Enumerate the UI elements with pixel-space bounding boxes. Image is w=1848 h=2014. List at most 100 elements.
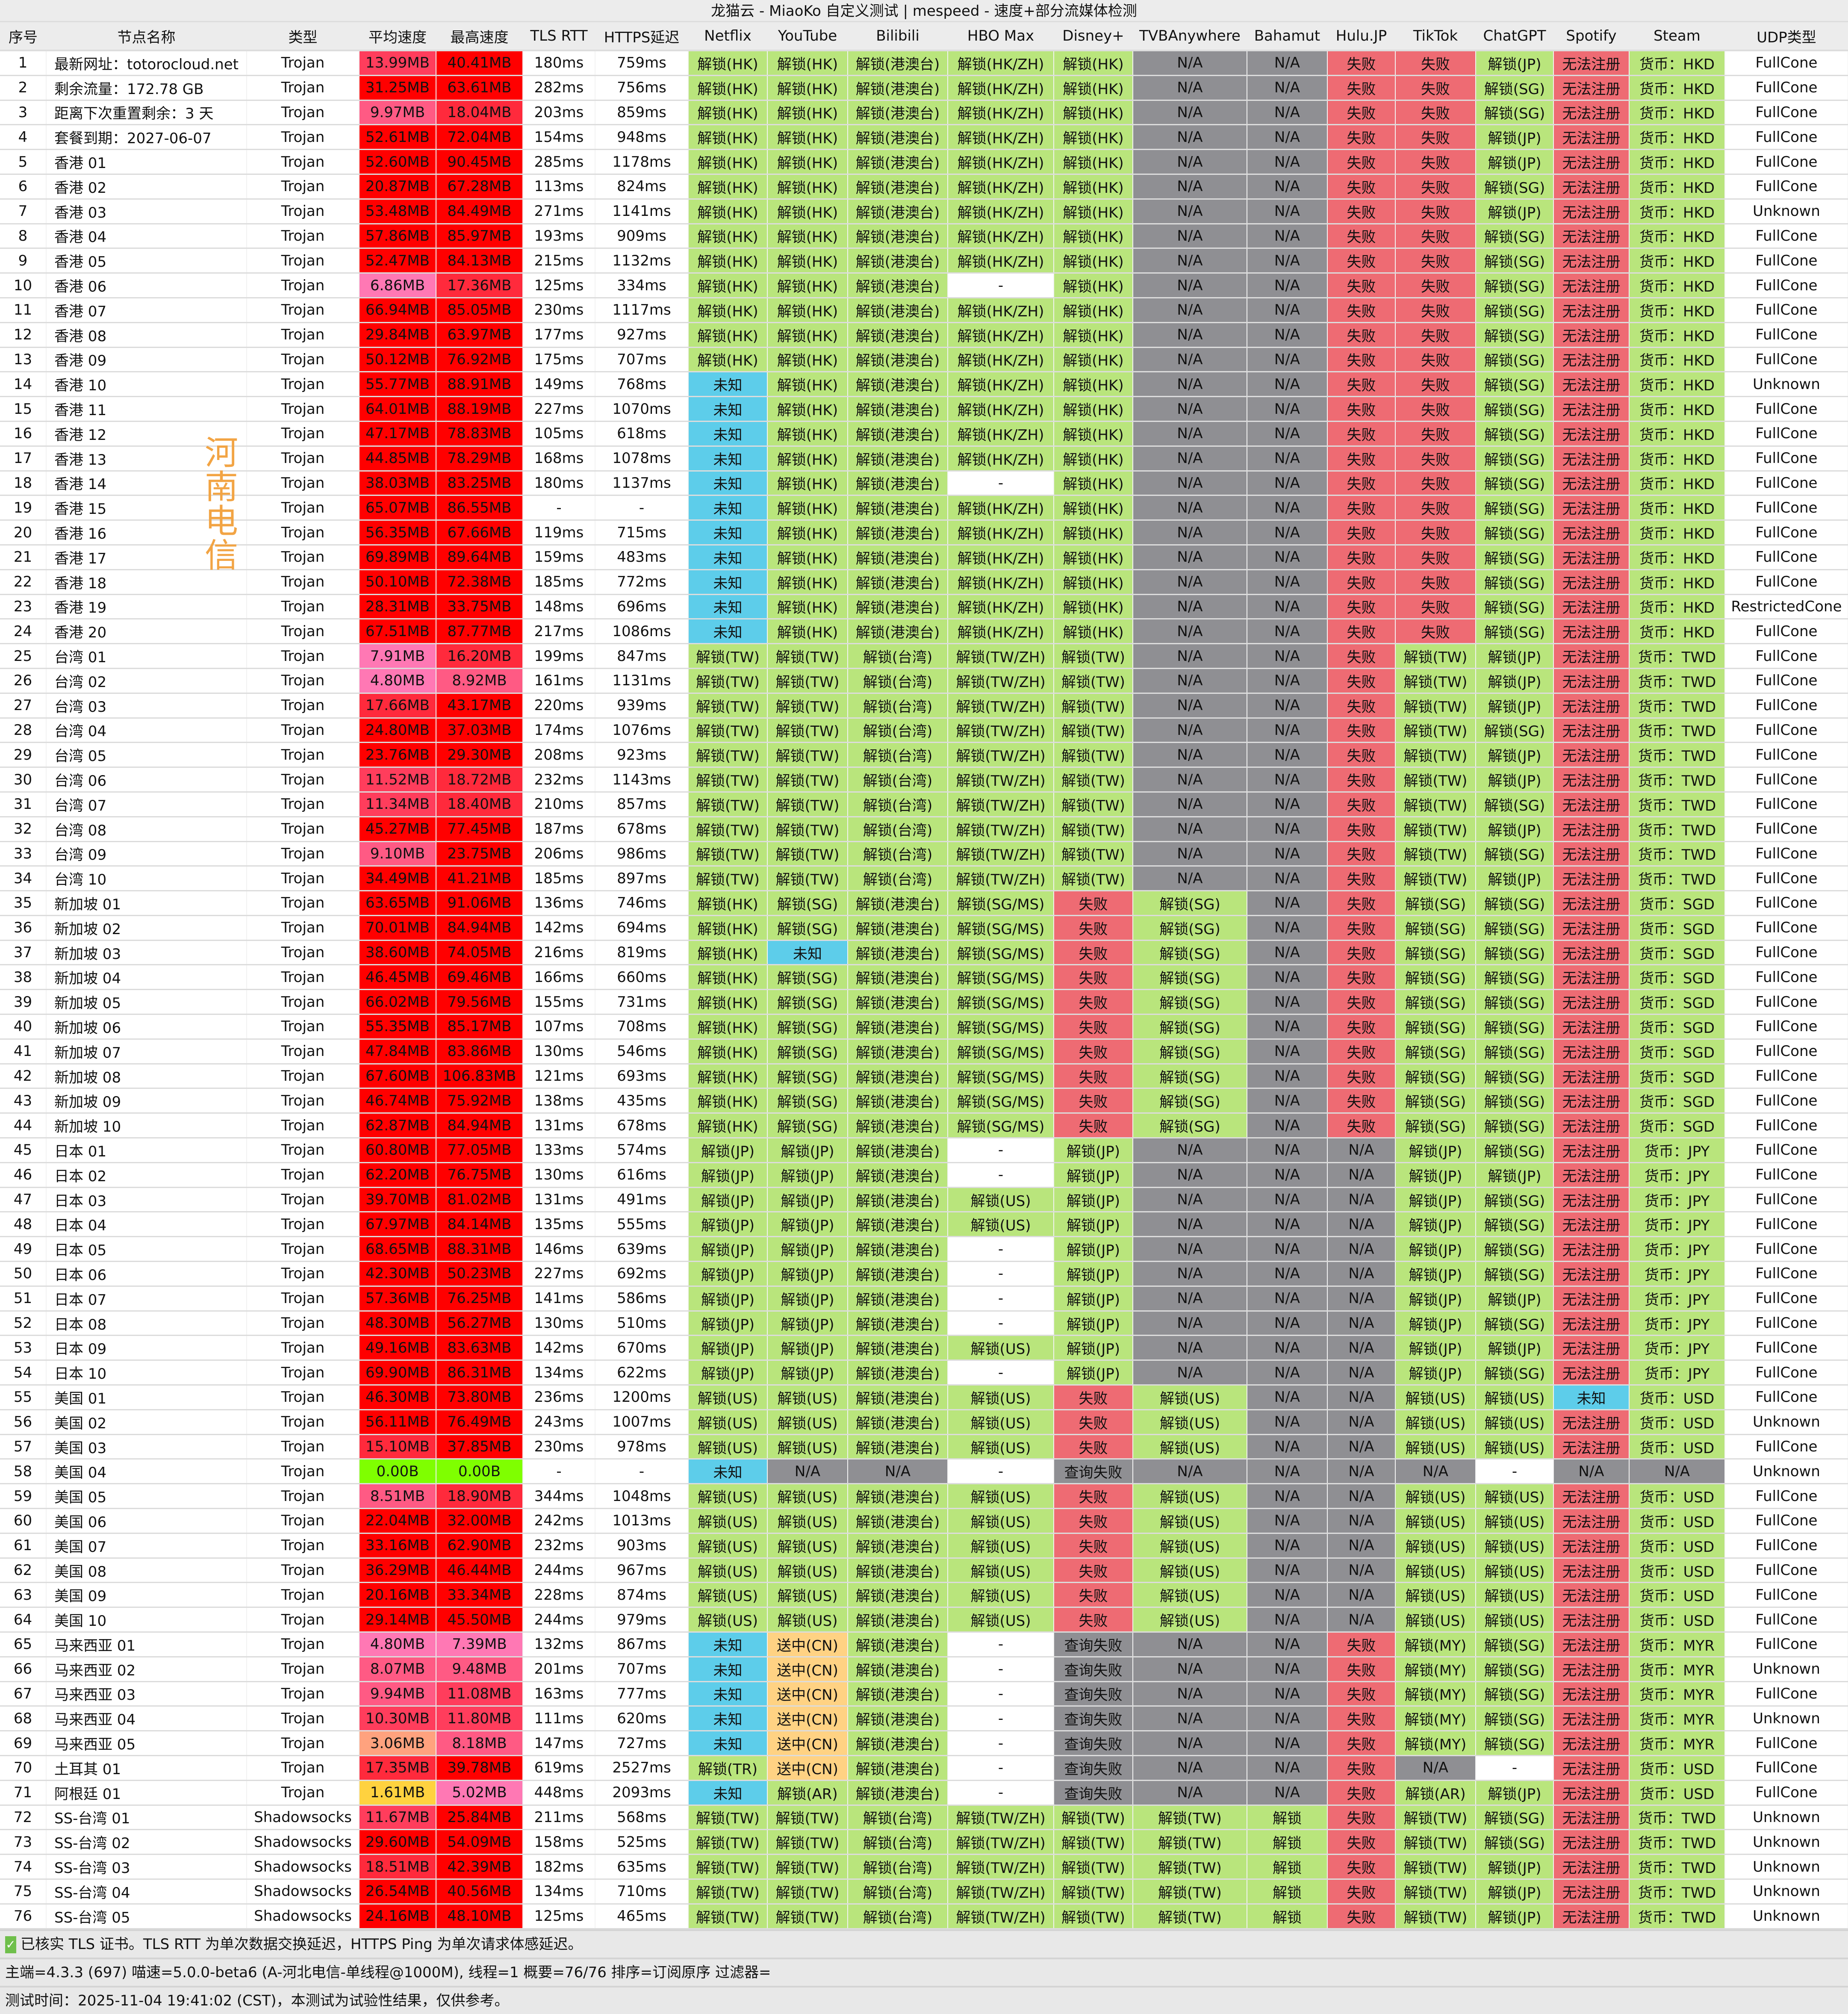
- cell-tls-rtt: 215ms: [523, 248, 595, 274]
- cell-spotify: 无法注册: [1553, 149, 1630, 175]
- cell-tls-rtt: 159ms: [523, 545, 595, 570]
- cell-https-latency: 546ms: [595, 1039, 689, 1065]
- cell-udp-type: FullCone: [1725, 1434, 1848, 1460]
- cell-youtube: 解锁(HK): [767, 100, 848, 126]
- cell-seq: 44: [0, 1113, 47, 1139]
- cell-spotify: 无法注册: [1553, 1558, 1630, 1583]
- cell-netflix: 解锁(US): [688, 1483, 768, 1510]
- cell-udp-type: FullCone: [1725, 891, 1848, 916]
- cell-tls-rtt: 132ms: [523, 1632, 595, 1657]
- cell-hulu-jp: N/A: [1327, 1162, 1396, 1188]
- cell-seq: 14: [0, 372, 47, 398]
- cell-hbo-max: -: [948, 1657, 1054, 1682]
- cell-type: Trojan: [247, 594, 360, 620]
- cell-bahamut: N/A: [1247, 989, 1328, 1015]
- cell-spotify: 无法注册: [1553, 224, 1630, 249]
- cell-avg-speed: 66.94MB: [359, 298, 436, 323]
- cell-seq: 16: [0, 421, 47, 447]
- cell-tiktok: 解锁(US): [1395, 1558, 1476, 1583]
- cell-youtube: 解锁(JP): [767, 1335, 848, 1361]
- cell-tls-rtt: 206ms: [523, 841, 595, 867]
- cell-bilibili: 解锁(台湾): [848, 866, 948, 892]
- cell-https-latency: 756ms: [595, 75, 689, 101]
- table-row: 76 SS-台湾 05 Shadowsocks 24.16MB 48.10MB 125ms…: [0, 1904, 1848, 1929]
- cell-disney-plus: 失败: [1054, 1113, 1133, 1139]
- cell-bahamut: N/A: [1247, 1360, 1328, 1386]
- cell-node-name: SS-台湾 04: [46, 1879, 247, 1905]
- cell-https-latency: 707ms: [595, 1657, 689, 1682]
- cell-tiktok: 解锁(JP): [1395, 1187, 1476, 1213]
- cell-bilibili: 解锁(台湾): [848, 817, 948, 842]
- table-row: 4 套餐到期：2027-06-07 Trojan 52.61MB 72.04MB 154m…: [0, 124, 1848, 150]
- cell-bilibili: 解锁(港澳台): [848, 1681, 948, 1707]
- cell-tiktok: 解锁(JP): [1395, 1286, 1476, 1312]
- table-row: 32 台湾 08 Trojan 45.27MB 77.45MB 187ms 678ms 解锁(…: [0, 817, 1848, 842]
- cell-steam: 货币：HKD: [1629, 199, 1725, 224]
- cell-bahamut: N/A: [1247, 1064, 1328, 1089]
- cell-tiktok: 解锁(MY): [1395, 1681, 1476, 1707]
- cell-tiktok: 解锁(MY): [1395, 1731, 1476, 1756]
- cell-tvbanywhere: N/A: [1133, 174, 1247, 200]
- cell-chatgpt: 解锁(SG): [1476, 1187, 1554, 1213]
- cell-disney-plus: 查询失败: [1054, 1681, 1133, 1707]
- cell-bahamut: N/A: [1247, 1138, 1328, 1163]
- cell-netflix: 解锁(US): [688, 1607, 768, 1633]
- cell-type: Trojan: [247, 1706, 360, 1732]
- cell-youtube: 送中(CN): [767, 1755, 848, 1781]
- cell-seq: 17: [0, 446, 47, 472]
- cell-steam: 货币：JPY: [1629, 1286, 1725, 1312]
- cell-youtube: 未知: [767, 940, 848, 966]
- cell-udp-type: FullCone: [1725, 1311, 1848, 1336]
- cell-netflix: 未知: [688, 569, 768, 595]
- cell-disney-plus: 解锁(HK): [1054, 50, 1133, 76]
- cell-hulu-jp: 失败: [1327, 347, 1396, 373]
- cell-tvbanywhere: 解锁(US): [1133, 1508, 1247, 1534]
- cell-tiktok: 解锁(TW): [1395, 718, 1476, 743]
- cell-tvbanywhere: N/A: [1133, 1311, 1247, 1336]
- cell-node-name: 香港 08: [46, 322, 247, 348]
- cell-disney-plus: 失败: [1054, 1410, 1133, 1435]
- cell-seq: 76: [0, 1904, 47, 1929]
- cell-steam: 货币：TWD: [1629, 1829, 1725, 1855]
- cell-hulu-jp: N/A: [1327, 1483, 1396, 1510]
- cell-chatgpt: 解锁(JP): [1476, 1904, 1554, 1929]
- cell-tls-rtt: -: [523, 1459, 595, 1485]
- cell-type: Trojan: [247, 1014, 360, 1040]
- cell-avg-speed: 47.17MB: [359, 421, 436, 447]
- check-icon: ✓: [5, 1936, 16, 1954]
- region-label-overlay: 河南电信: [204, 436, 239, 573]
- cell-https-latency: 1013ms: [595, 1508, 689, 1534]
- cell-youtube: 解锁(HK): [767, 50, 848, 76]
- header-node-name: 节点名称: [46, 22, 247, 51]
- cell-bahamut: N/A: [1247, 866, 1328, 892]
- cell-hulu-jp: N/A: [1327, 1582, 1396, 1608]
- cell-type: Trojan: [247, 1632, 360, 1657]
- cell-type: Trojan: [247, 817, 360, 842]
- cell-https-latency: 334ms: [595, 273, 689, 298]
- cell-hbo-max: 解锁(US): [948, 1212, 1054, 1238]
- cell-youtube: 解锁(HK): [767, 224, 848, 249]
- cell-hulu-jp: 失败: [1327, 1113, 1396, 1139]
- cell-udp-type: FullCone: [1725, 693, 1848, 719]
- cell-https-latency: 1007ms: [595, 1410, 689, 1435]
- cell-steam: 货币：HKD: [1629, 372, 1725, 398]
- cell-disney-plus: 失败: [1054, 964, 1133, 991]
- table-row: 61 美国 07 Trojan 33.16MB 62.90MB 232ms 903ms 解锁(…: [0, 1533, 1848, 1559]
- cell-tls-rtt: 111ms: [523, 1706, 595, 1732]
- cell-bilibili: 解锁(港澳台): [848, 520, 948, 546]
- cell-node-name: 美国 09: [46, 1582, 247, 1608]
- cell-type: Shadowsocks: [247, 1854, 360, 1880]
- cell-https-latency: 2093ms: [595, 1780, 689, 1806]
- cell-bilibili: 解锁(台湾): [848, 1829, 948, 1855]
- cell-udp-type: FullCone: [1725, 866, 1848, 892]
- cell-avg-speed: 8.51MB: [359, 1483, 436, 1510]
- table-row: 16 香港 12 Trojan 47.17MB 78.83MB 105ms 618ms 未知解…: [0, 421, 1848, 447]
- cell-avg-speed: 56.11MB: [359, 1410, 436, 1435]
- cell-disney-plus: 解锁(HK): [1054, 347, 1133, 373]
- cell-hulu-jp: 失败: [1327, 1632, 1396, 1657]
- cell-chatgpt: 解锁(JP): [1476, 199, 1554, 224]
- cell-seq: 36: [0, 915, 47, 941]
- cell-spotify: 无法注册: [1553, 1657, 1630, 1682]
- cell-avg-speed: 20.16MB: [359, 1582, 436, 1608]
- cell-spotify: 无法注册: [1553, 989, 1630, 1015]
